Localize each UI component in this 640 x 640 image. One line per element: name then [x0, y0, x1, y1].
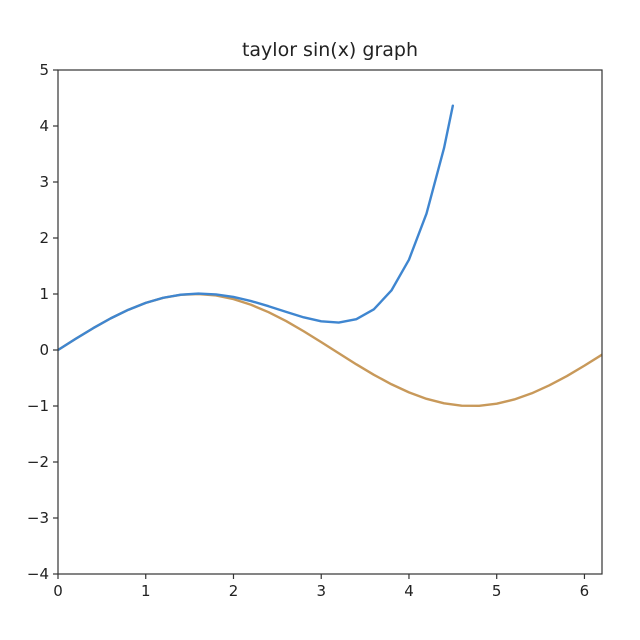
y-axis: −4 −3 −2 −1 0 1 2 3 4 5	[27, 61, 58, 583]
chart-title: taylor sin(x) graph	[242, 39, 418, 61]
x-tick-label: 5	[492, 582, 502, 600]
series-line-2	[58, 104, 455, 352]
y-tick-label: −2	[27, 453, 49, 471]
y-tick-label: 3	[39, 173, 49, 191]
plot-frame	[57, 69, 603, 575]
x-axis: 0 1 2 3 4 5 6	[53, 574, 589, 600]
y-tick-label: −4	[27, 565, 49, 583]
x-tick-label: 3	[316, 582, 326, 600]
y-tick-label: 1	[39, 285, 49, 303]
x-tick-label: 4	[404, 582, 414, 600]
series-layer	[58, 104, 602, 407]
x-tick-label: 1	[141, 582, 151, 600]
y-tick-label: 0	[39, 341, 49, 359]
y-tick-label: −3	[27, 509, 49, 527]
x-tick-label: 6	[580, 582, 590, 600]
y-tick-label: −1	[27, 397, 49, 415]
y-tick-label: 5	[39, 61, 49, 79]
x-tick-label: 2	[229, 582, 239, 600]
plot-area	[57, 69, 603, 575]
y-tick-label: 2	[39, 229, 49, 247]
y-tick-label: 4	[39, 117, 49, 135]
x-tick-label: 0	[53, 582, 63, 600]
